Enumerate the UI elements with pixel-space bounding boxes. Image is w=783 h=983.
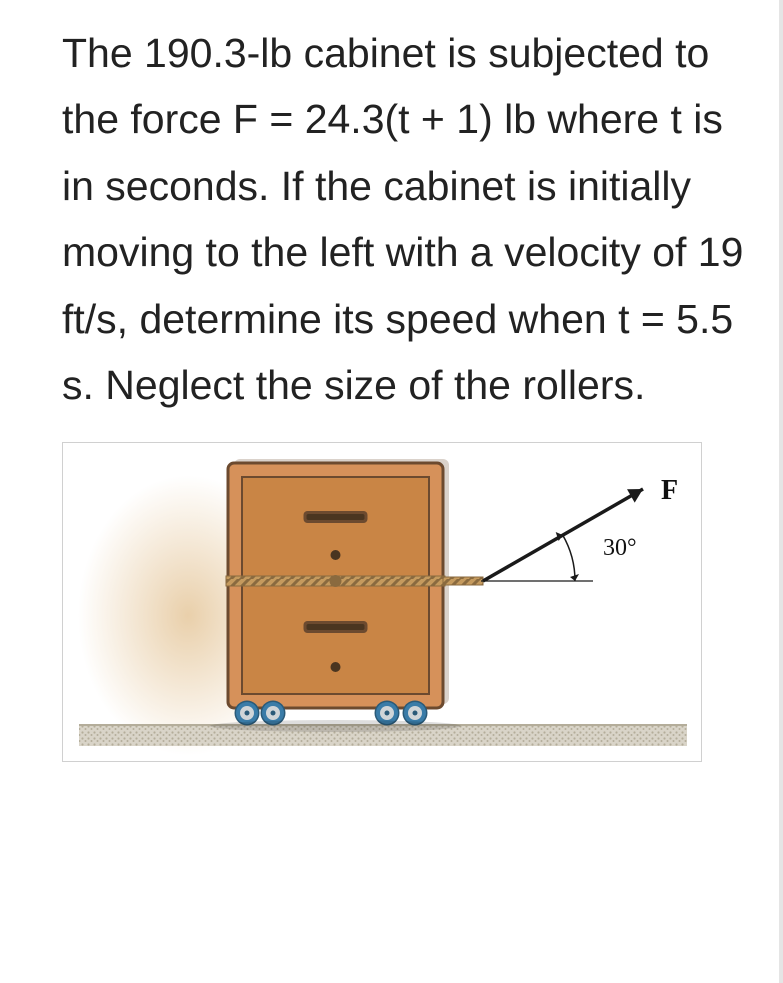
- figure-container: 30° F: [62, 442, 702, 762]
- problem-text: The 190.3-lb cabinet is subjected to the…: [62, 20, 751, 418]
- figure-svg: 30° F: [63, 443, 702, 762]
- svg-text:F: F: [661, 475, 678, 506]
- svg-text:30°: 30°: [603, 535, 637, 561]
